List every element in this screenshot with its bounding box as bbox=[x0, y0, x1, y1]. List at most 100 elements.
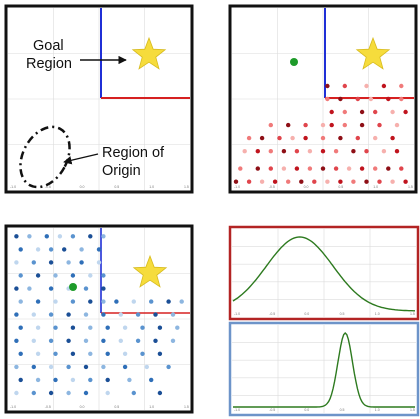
blue-sample-point bbox=[70, 299, 76, 304]
blue-sample-point bbox=[18, 247, 23, 252]
red-sample-point bbox=[246, 179, 252, 184]
red-sample-point bbox=[364, 179, 369, 184]
red-sample-point bbox=[381, 83, 387, 89]
origin-label-line1: Region of bbox=[102, 145, 165, 161]
red-sample-point bbox=[268, 149, 273, 154]
red-sample-point bbox=[390, 179, 395, 184]
blue-sample-point bbox=[88, 325, 93, 330]
blue-sample-point bbox=[14, 338, 19, 343]
blue-sample-point bbox=[53, 273, 58, 278]
tick-label: 1.5 bbox=[184, 405, 189, 409]
tick-label: 1.5 bbox=[408, 185, 413, 189]
blue-sample-point bbox=[88, 299, 93, 304]
blue-sample-point bbox=[14, 260, 19, 265]
red-sample-point bbox=[390, 135, 395, 141]
red-sample-point bbox=[394, 122, 400, 128]
red-sample-point bbox=[286, 122, 291, 128]
star-icon bbox=[132, 254, 168, 288]
blue-sample-point bbox=[53, 299, 58, 304]
blue-sample-point bbox=[179, 299, 184, 304]
red-sample-point bbox=[268, 122, 273, 128]
blue-sample-point bbox=[79, 260, 84, 265]
tick-label: 1.0 bbox=[149, 405, 154, 409]
red-sample-point bbox=[346, 166, 352, 171]
red-sample-point bbox=[290, 135, 295, 141]
blue-sample-point bbox=[14, 312, 19, 317]
blue-sample-point bbox=[101, 338, 106, 343]
origin-label-line2: Origin bbox=[102, 163, 141, 179]
blue-sample-point bbox=[140, 351, 145, 356]
red-sample-point bbox=[320, 149, 326, 154]
panel-top-left: -1.0 -0.5 0.0 0.5 1.0 1.5 Goal Region Region … bbox=[4, 4, 194, 194]
red-sample-point bbox=[342, 109, 347, 115]
blue-sample-point bbox=[14, 234, 19, 239]
tick-label: -0.5 bbox=[269, 408, 275, 412]
blue-sample-point bbox=[122, 351, 128, 356]
red-sample-point bbox=[320, 135, 326, 141]
blue-sample-point bbox=[118, 338, 124, 343]
blue-sample-point bbox=[31, 364, 36, 370]
blue-sample-point bbox=[35, 299, 41, 304]
red-sample-point bbox=[338, 96, 343, 102]
tick-label: 0.0 bbox=[304, 185, 309, 189]
red-sample-point bbox=[259, 135, 265, 141]
red-samples bbox=[233, 83, 408, 184]
blue-sample-point bbox=[122, 325, 128, 330]
blue-sample-point bbox=[105, 351, 110, 356]
red-sample-point bbox=[381, 149, 387, 154]
blue-sample-point bbox=[83, 338, 89, 343]
red-sample-point bbox=[355, 96, 360, 102]
blue-sample-point bbox=[144, 364, 149, 370]
blue-sample-point bbox=[57, 234, 63, 239]
tick-label: 1.0 bbox=[149, 185, 154, 189]
tick-label: 0.5 bbox=[340, 312, 345, 316]
blue-sample-point bbox=[83, 286, 89, 291]
blue-sample-point bbox=[157, 325, 163, 330]
blue-sample-point bbox=[53, 325, 58, 330]
blue-sample-point bbox=[149, 377, 154, 383]
blue-sample-point bbox=[66, 338, 71, 343]
blue-sample-point bbox=[83, 312, 89, 317]
blue-sample-point bbox=[48, 260, 54, 265]
red-sample-point bbox=[399, 96, 404, 102]
blue-sample-point bbox=[131, 390, 136, 396]
blue-sample-point bbox=[48, 286, 54, 291]
tick-label: 1.5 bbox=[410, 408, 415, 412]
blue-sample-point bbox=[149, 299, 154, 304]
tick-label: 0.5 bbox=[340, 408, 345, 412]
blue-sample-point bbox=[31, 338, 36, 343]
density-curve bbox=[233, 331, 415, 408]
blue-sample-point bbox=[140, 325, 145, 330]
grid: -1.0 -0.5 0.0 0.5 1.0 1.5 bbox=[232, 8, 414, 190]
blue-sample-point bbox=[61, 247, 67, 252]
red-sample-point bbox=[320, 166, 326, 171]
blue-sample-point bbox=[35, 377, 41, 383]
blue-sample-point bbox=[105, 325, 110, 330]
red-sample-point bbox=[281, 166, 287, 171]
agent-dot bbox=[290, 58, 298, 66]
blue-sample-point bbox=[31, 390, 36, 396]
red-sample-point bbox=[272, 179, 278, 184]
blue-sample-point bbox=[70, 325, 76, 330]
tick-label: 1.0 bbox=[375, 408, 380, 412]
red-sample-point bbox=[294, 149, 300, 154]
blue-sample-point bbox=[166, 299, 171, 304]
red-sample-point bbox=[325, 83, 330, 89]
red-sample-point bbox=[359, 109, 365, 115]
red-sample-point bbox=[307, 149, 313, 154]
blue-sample-point bbox=[118, 312, 124, 317]
grid: -1.0 -0.5 0.0 0.5 1.0 1.5 bbox=[232, 229, 416, 317]
blue-sample-point bbox=[48, 364, 54, 370]
tick-label: 1.5 bbox=[184, 185, 189, 189]
red-sample-point bbox=[303, 122, 308, 128]
blue-sample-point bbox=[101, 286, 106, 291]
star-icon bbox=[355, 36, 391, 70]
red-sample-point bbox=[333, 149, 339, 154]
red-sample-point bbox=[364, 149, 369, 154]
red-sample-point bbox=[364, 83, 369, 89]
blue-sample-point bbox=[44, 234, 49, 239]
grid: -1.0 -0.5 0.0 0.5 1.0 1.5 bbox=[232, 325, 416, 413]
red-sample-point bbox=[338, 179, 343, 184]
tick-label: -0.5 bbox=[45, 185, 51, 189]
red-sample-point bbox=[255, 166, 260, 171]
